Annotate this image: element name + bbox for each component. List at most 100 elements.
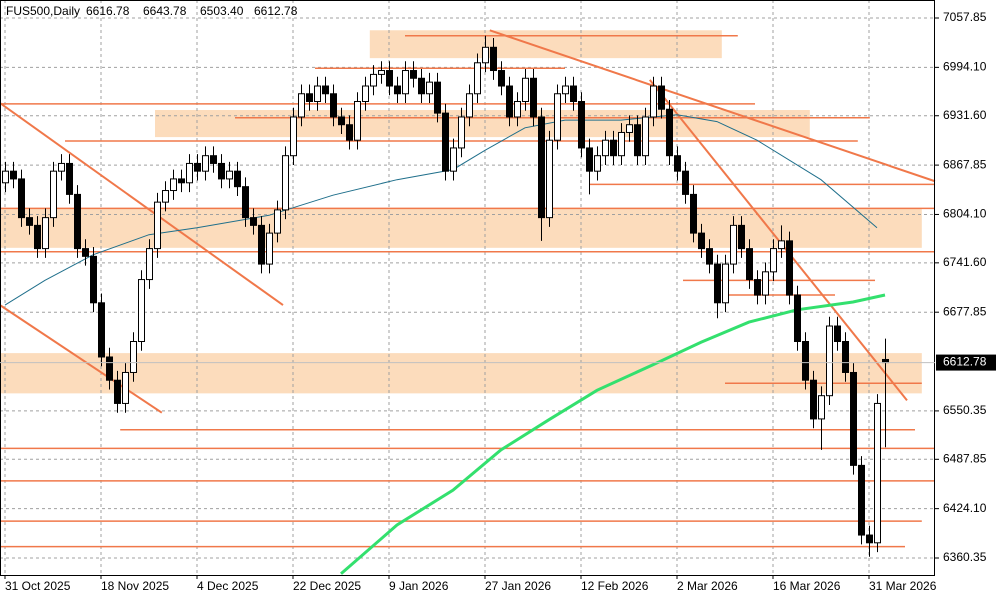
candle-body [322,85,329,95]
candle-body [18,178,25,219]
candle-body [786,240,793,296]
candle-body [34,224,41,250]
y-tick-label: 6550.35 [943,403,987,417]
candle-body [642,116,649,157]
candle-body [570,85,577,102]
chart-title: FUS500,Daily [6,4,80,18]
y-tick-label: 6487.85 [943,451,987,465]
candle-body [338,116,345,126]
candle-body [378,70,385,75]
candle-body [434,81,441,114]
candle-body [298,93,305,118]
x-tick-label: 22 Dec 2025 [293,579,361,593]
y-tick-label: 6804.10 [943,207,987,221]
candle-body [42,217,49,250]
candle-body [490,46,497,72]
candle-body [730,224,737,265]
candle-body [754,279,761,296]
moving-average [340,293,886,575]
header-open: 6616.78 [86,4,130,18]
candle-body [850,371,857,466]
candle-body [354,100,361,141]
candle-body [162,190,169,203]
y-tick-label: 6424.10 [943,501,987,515]
x-tick-label: 12 Feb 2026 [581,579,649,593]
last-price-label: 6612.78 [943,355,987,369]
candle-body [26,217,33,226]
candle-body [394,85,401,95]
trend-line [0,102,284,306]
y-tick-label: 6360.35 [943,550,987,564]
candle-body [290,116,297,157]
candle-body [802,341,809,381]
candle-body [266,232,273,265]
candle-body [586,147,593,172]
x-tick-label: 27 Jan 2026 [485,579,551,593]
candle-body [706,248,713,265]
candle-body [578,100,585,149]
candle-body [2,170,9,184]
candle-body [618,131,625,157]
y-tick-label: 6867.85 [943,157,987,171]
candle-body [690,193,697,234]
candle-body [386,70,393,87]
y-tick-label: 6677.85 [943,304,987,318]
candle-body [762,271,769,296]
candle-body [242,186,249,219]
candle-body [442,112,449,172]
candle-body [58,162,65,172]
candle-body [426,81,433,95]
candle-body [66,162,73,195]
candle-body [818,395,825,420]
x-tick-label: 9 Jan 2026 [389,579,449,593]
candle-body [186,162,193,184]
plot-frame [0,0,935,576]
candle-body [538,116,545,219]
trend-line [489,29,936,183]
candle-body [498,70,505,87]
candle-body [858,464,865,536]
candle-body [146,248,153,281]
candle-body [154,201,161,250]
candle-body [610,139,617,157]
candle-body [594,155,601,172]
moving-average [4,114,878,306]
candle-body [522,77,529,102]
candle-body [202,155,209,172]
x-tick-label: 31 Oct 2025 [5,579,71,593]
candle-body [10,170,17,180]
candle-body [218,162,225,180]
candle-body [362,85,369,102]
candle-body [714,263,721,304]
candle-body [474,62,481,95]
zone [0,353,922,394]
candle-body [826,325,833,397]
candle-body [234,170,241,188]
candle-body [674,155,681,172]
candle-body [282,155,289,211]
candle-body [130,341,137,373]
x-tick-label: 18 Nov 2025 [101,579,169,593]
candle-body [626,124,633,133]
candle-body [634,124,641,157]
candle-body [530,77,537,118]
y-tick-label: 7057.85 [943,10,987,24]
zone [155,110,810,138]
candle-body [50,170,57,219]
candle-body [114,379,121,404]
candle-body [210,155,217,164]
candle-body [866,534,873,544]
candle-body [250,217,257,226]
trend-line [0,304,163,414]
candle-body [834,325,841,343]
candle-body [274,209,281,234]
candle-body [466,93,473,118]
candle-body [74,193,81,250]
candle-body [874,402,881,544]
trend-line [649,79,908,401]
candle-body [346,124,353,141]
candle-body [746,248,753,281]
candle-body [554,93,561,141]
candle-body [810,379,817,420]
candle-body [506,85,513,118]
